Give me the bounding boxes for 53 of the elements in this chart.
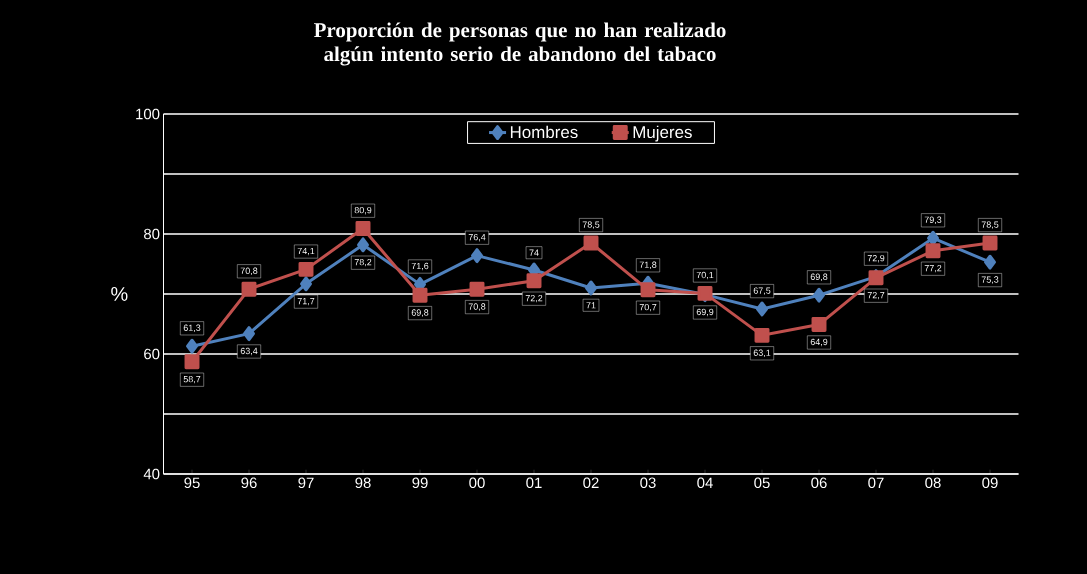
data-label: 71,6 [411, 262, 429, 271]
x-tick-label: 09 [982, 477, 998, 489]
x-tick-label: 03 [640, 477, 656, 489]
data-label: 74 [529, 249, 539, 256]
y-tick-label: 40 [143, 468, 160, 480]
legend-label: Hombres [510, 125, 578, 139]
x-tick-label: 95 [184, 477, 200, 489]
x-tick-label: 01 [526, 477, 542, 489]
data-label: 74,1 [297, 247, 315, 256]
data-label: 72,7 [867, 291, 885, 300]
data-label: 70,1 [696, 271, 714, 280]
data-label: 70,8 [468, 303, 486, 311]
x-tick-label: 02 [583, 477, 599, 489]
data-label: 61,3 [183, 324, 201, 332]
data-label: 80,9 [354, 206, 372, 215]
data-label: 63,4 [240, 347, 258, 356]
y-tick-label: 100 [136, 108, 160, 120]
data-label: 78,5 [981, 221, 999, 229]
data-label: 58,7 [183, 375, 201, 384]
data-label: 64,9 [810, 338, 828, 347]
y-tick-label: 60 [144, 348, 160, 360]
data-label: 70,8 [240, 267, 258, 275]
x-tick-label: 96 [241, 477, 257, 489]
data-label: 76,4 [468, 233, 486, 242]
data-label: 69,9 [696, 308, 714, 317]
x-tick-label: 07 [868, 477, 884, 489]
data-label: 71 [586, 302, 596, 309]
x-tick-label: 97 [298, 477, 314, 489]
data-label: 69,8 [411, 309, 429, 317]
data-label: 78,2 [354, 258, 372, 267]
chart-title: Proporción de personas que no han realizado algún intento serio de abandono del tabaco [314, 22, 726, 66]
data-label: 79,3 [924, 216, 942, 224]
data-label: 63,1 [753, 349, 771, 357]
y-tick-label: 80 [144, 228, 160, 240]
x-tick-label: 99 [412, 477, 428, 489]
data-label: 71,7 [297, 297, 315, 306]
data-label: 78,5 [582, 221, 600, 229]
data-label: 67,5 [753, 287, 771, 295]
x-tick-label: 00 [469, 477, 485, 489]
data-label: 72,2 [525, 294, 543, 303]
legend-label: Mujeres [633, 125, 692, 142]
x-tick-label: 08 [925, 477, 941, 489]
x-tick-label: 98 [355, 477, 371, 489]
x-tick-label: 06 [811, 477, 827, 489]
data-label: 72,9 [867, 254, 885, 263]
data-label: 70,7 [639, 303, 657, 312]
x-tick-label: 05 [754, 477, 770, 489]
x-tick-label: 04 [697, 477, 713, 489]
data-label: 69,8 [810, 273, 828, 281]
data-label: 77,2 [924, 264, 942, 273]
y-axis-title: % [111, 287, 128, 301]
data-label: 75,3 [981, 276, 999, 284]
data-label: 71,8 [639, 261, 657, 269]
